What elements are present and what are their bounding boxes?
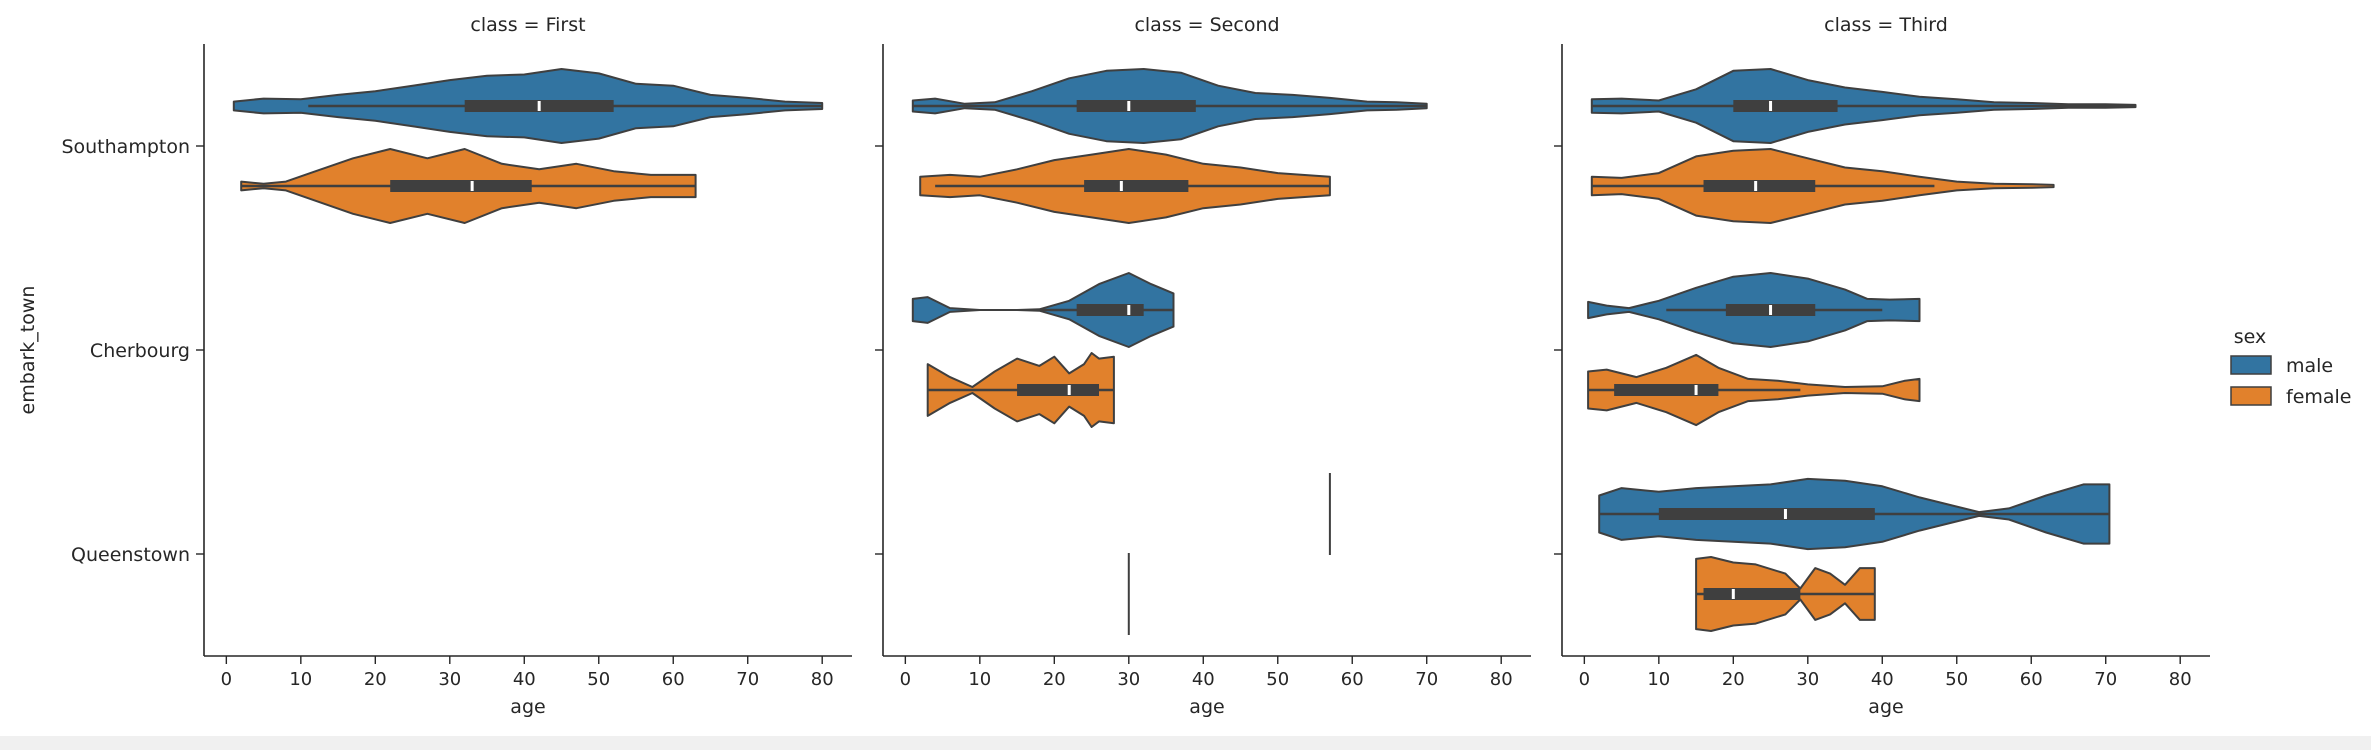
- x-tick-label: 70: [736, 669, 759, 690]
- y-tick-label: Cherbourg: [90, 340, 190, 362]
- violin-female-southampton: [919, 148, 1331, 224]
- x-tick-label: 70: [2094, 669, 2117, 690]
- iqr-box: [1084, 180, 1189, 192]
- x-axis-label: age: [1189, 696, 1224, 718]
- violin-male-southampton: [232, 68, 824, 144]
- median-marker: [1754, 181, 1758, 191]
- x-tick-label: 50: [1945, 669, 1968, 690]
- x-axis-label: age: [1868, 696, 1903, 718]
- legend-swatch-male: [2230, 355, 2272, 375]
- panel-title: class = First: [470, 14, 585, 36]
- x-tick-label: 20: [364, 669, 387, 690]
- median-marker: [1127, 101, 1131, 111]
- violin-female-cherbourg: [926, 352, 1115, 428]
- violin-female-southampton: [240, 148, 697, 224]
- iqr-box: [1076, 304, 1144, 316]
- x-tick-label: 40: [1192, 669, 1215, 690]
- median-marker: [1127, 305, 1131, 315]
- median-marker: [1769, 305, 1773, 315]
- x-tick-label: 60: [662, 669, 685, 690]
- x-tick-label: 80: [2169, 669, 2192, 690]
- legend-swatch-female: [2230, 386, 2272, 406]
- y-tick-label: Southampton: [61, 136, 190, 158]
- x-tick-label: 40: [1871, 669, 1894, 690]
- median-marker: [1769, 101, 1773, 111]
- x-tick-label: 20: [1722, 669, 1745, 690]
- x-tick-label: 0: [1579, 669, 1590, 690]
- violin-male-cherbourg: [911, 272, 1175, 348]
- x-tick-label: 30: [1796, 669, 1819, 690]
- x-tick-label: 10: [968, 669, 991, 690]
- x-tick-label: 50: [1266, 669, 1289, 690]
- iqr-box: [1703, 180, 1816, 192]
- iqr-box: [1658, 508, 1875, 520]
- legend-label-female: female: [2286, 386, 2352, 408]
- median-marker: [1783, 509, 1787, 519]
- x-tick-label: 80: [1490, 669, 1513, 690]
- violin-female-southampton: [1590, 148, 2055, 224]
- iqr-box: [1076, 100, 1196, 112]
- y-tick-label: Queenstown: [71, 544, 190, 566]
- violin-female-cherbourg: [1587, 353, 1921, 427]
- facet-panel-2: class = Second 0 10 20 30 40 50 60 70 80 age: [875, 14, 1531, 718]
- median-marker: [1067, 385, 1071, 395]
- x-tick-label: 0: [900, 669, 911, 690]
- x-tick-label: 10: [1647, 669, 1670, 690]
- violin-female-queenstown: [1695, 556, 1876, 632]
- median-marker: [1694, 385, 1698, 395]
- iqr-box: [1017, 384, 1099, 396]
- x-tick-label: 30: [438, 669, 461, 690]
- panel-title: class = Third: [1824, 14, 1948, 36]
- x-tick-label: 40: [513, 669, 536, 690]
- violin-male-cherbourg: [1587, 272, 1921, 348]
- y-axis-label: embark_town: [17, 286, 39, 415]
- facet-panel-3: class = Third 0 10 20 30 40 50 60 70 80 age: [1554, 14, 2210, 718]
- violin-male-southampton: [911, 68, 1428, 144]
- facet-panel-1: class = First Southampton Cherbourg Queenst…: [61, 14, 852, 718]
- x-tick-label: 0: [221, 669, 232, 690]
- x-tick-label: 30: [1117, 669, 1140, 690]
- iqr-box: [390, 180, 532, 192]
- x-axis-label: age: [510, 696, 545, 718]
- median-marker: [470, 181, 474, 191]
- x-tick-label: 50: [587, 669, 610, 690]
- iqr-box: [1614, 384, 1719, 396]
- x-tick-label: 10: [289, 669, 312, 690]
- x-tick-label: 70: [1415, 669, 1438, 690]
- median-marker: [1119, 181, 1123, 191]
- iqr-box: [1703, 588, 1801, 600]
- panel-title: class = Second: [1134, 14, 1279, 36]
- violin-male-southampton: [1590, 68, 2137, 144]
- median-marker: [1731, 589, 1735, 599]
- x-tick-label: 80: [811, 669, 834, 690]
- median-marker: [537, 101, 541, 111]
- iqr-box: [1733, 100, 1838, 112]
- x-tick-label: 20: [1043, 669, 1066, 690]
- x-tick-label: 60: [1341, 669, 1364, 690]
- violin-male-queenstown: [1598, 477, 2111, 551]
- legend-label-male: male: [2286, 355, 2333, 377]
- x-tick-label: 60: [2020, 669, 2043, 690]
- legend-title: sex: [2234, 326, 2267, 348]
